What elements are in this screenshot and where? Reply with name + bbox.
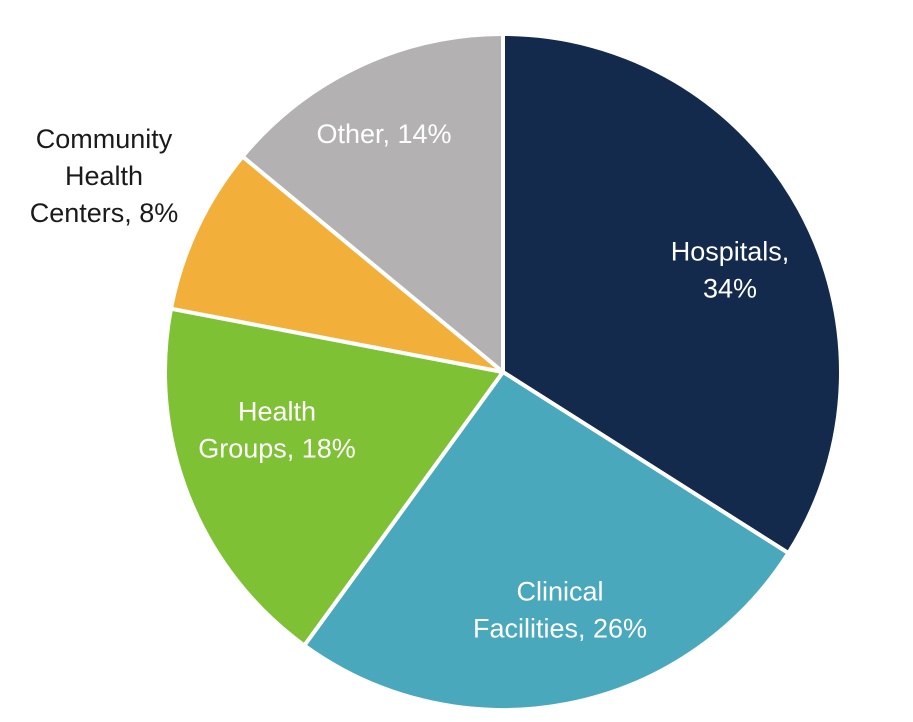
slice-label-line: Health	[65, 161, 143, 191]
pie-slices	[163, 32, 843, 712]
pie-slice-community	[168, 154, 505, 374]
pie-slice-clinical	[302, 370, 791, 712]
slice-label-line: Centers, 8%	[30, 198, 179, 228]
slice-label-health: Health Groups, 18%	[198, 397, 356, 464]
slice-label-line: Clinical	[516, 577, 603, 607]
slice-label-line: Facilities, 26%	[473, 614, 647, 644]
slice-label-line: Community	[36, 124, 173, 154]
slice-label-clinical: Clinical Facilities, 26%	[473, 577, 647, 644]
slice-label-hospitals: Hospitals, 34%	[671, 237, 790, 304]
slice-label-other-14: Other, 14%	[316, 119, 451, 149]
slice-label-line: Groups, 18%	[198, 434, 356, 464]
slice-label-line: Health	[238, 397, 316, 427]
slice-label-line: Hospitals,	[671, 237, 790, 267]
slice-label-line: Other, 14%	[316, 119, 451, 149]
pie-labels: Hospitals, 34% Clinical Facilities, 26% Heal…	[30, 119, 790, 644]
slice-label-community: Community Health Centers, 8%	[30, 124, 179, 228]
pie-slice-health	[163, 306, 505, 648]
slice-label-line: 34%	[703, 274, 757, 304]
pie-slice-other-14	[240, 32, 505, 374]
